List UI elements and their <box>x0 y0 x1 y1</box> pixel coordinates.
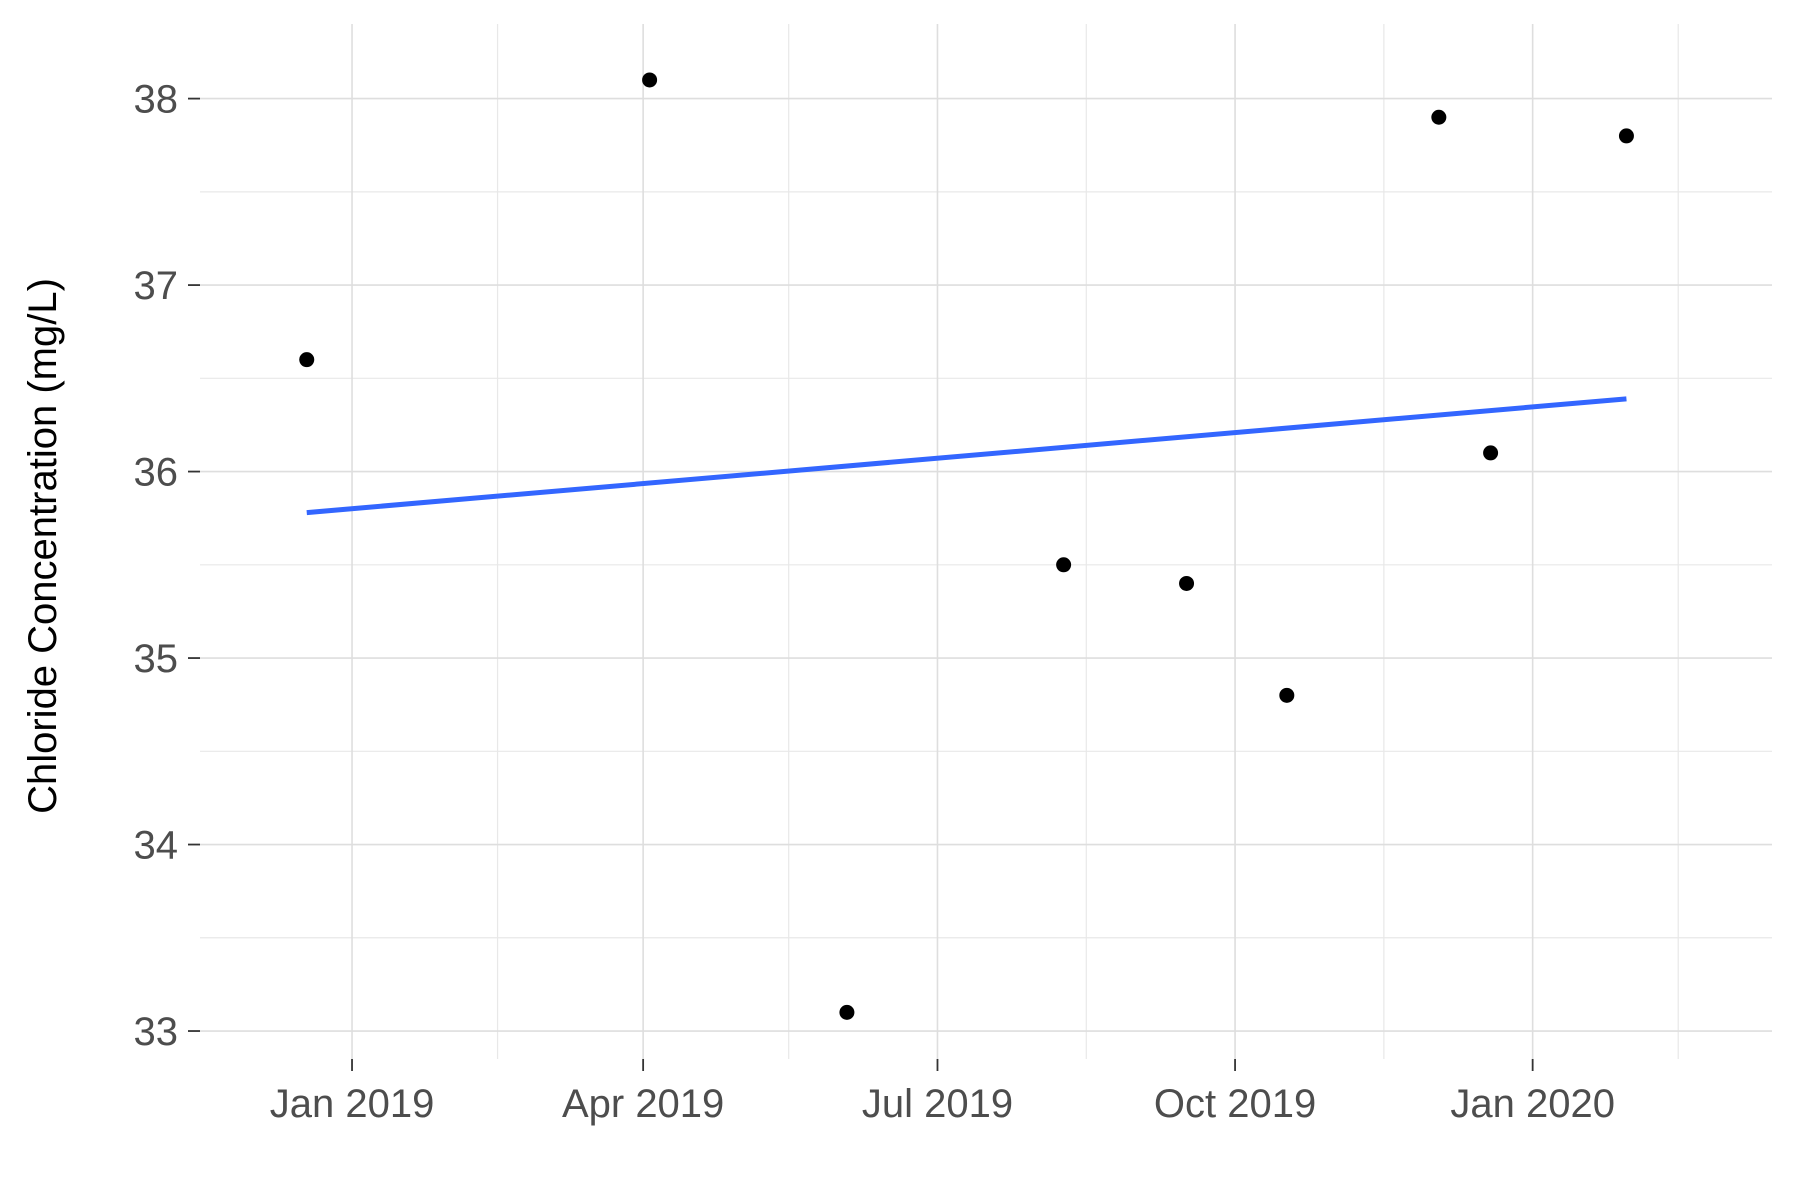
grid-layer <box>200 24 1772 1059</box>
axis-layer: 33 34 35 36 37 38 Jan 2019 Apr 2019 Jul 2019 Oct … <box>134 78 1615 1126</box>
y-tick-label: 36 <box>134 451 179 495</box>
data-point <box>642 72 658 88</box>
y-tick-label: 38 <box>134 78 179 122</box>
x-tick-label: Oct 2019 <box>1154 1082 1316 1126</box>
x-tick-label: Jan 2019 <box>270 1082 435 1126</box>
x-tick-label: Apr 2019 <box>562 1082 724 1126</box>
y-axis-title: Chloride Concentration (mg/L) <box>21 278 65 814</box>
data-point <box>1618 128 1634 144</box>
data-point <box>839 1004 855 1020</box>
trend-layer <box>306 396 1627 516</box>
data-point <box>1483 445 1499 461</box>
data-point <box>1056 557 1072 573</box>
data-point <box>299 352 315 368</box>
y-tick-label: 33 <box>134 1010 179 1054</box>
x-tick-label: Jul 2019 <box>862 1082 1013 1126</box>
data-point <box>1179 575 1195 591</box>
y-tick-label: 35 <box>134 637 179 681</box>
y-tick-label: 34 <box>134 824 179 868</box>
x-tick-label: Jan 2020 <box>1450 1082 1615 1126</box>
data-point <box>1431 109 1447 125</box>
data-point <box>1279 687 1295 703</box>
trend-line <box>306 396 1627 516</box>
points-layer <box>299 72 1634 1020</box>
y-tick-label: 37 <box>134 264 179 308</box>
